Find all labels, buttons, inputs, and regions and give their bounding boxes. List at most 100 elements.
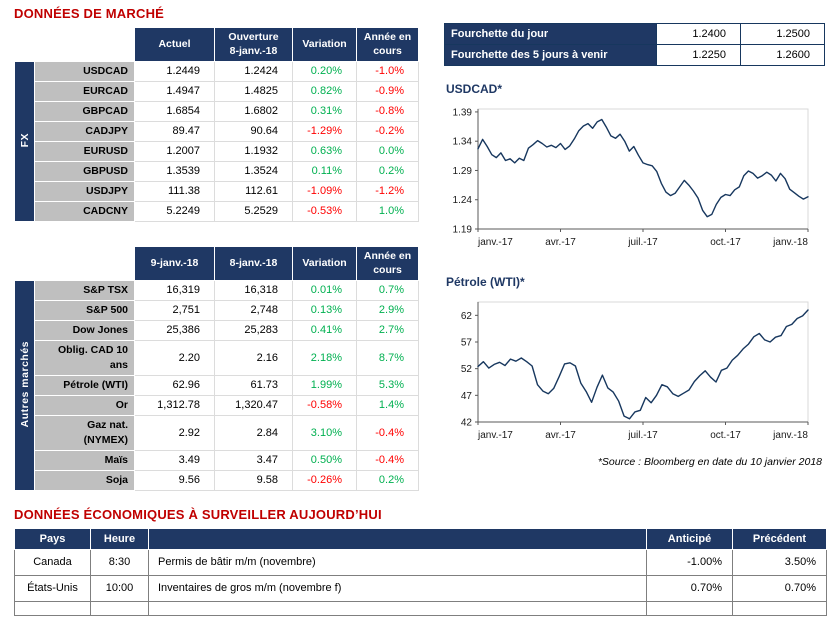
value-cell: 111.38 xyxy=(134,181,215,202)
value-cell: 2.20 xyxy=(134,340,215,376)
row-label: Or xyxy=(34,395,135,416)
table-row: Autres marchés S&P TSX 16,319 16,318 0.01% 0.… xyxy=(14,280,419,491)
row-label: GBPCAD xyxy=(34,101,135,122)
table-row: Dow Jones 25,386 25,283 0.41% 2.7% xyxy=(15,320,419,341)
row-label: EURUSD xyxy=(34,141,135,162)
pct-cell: 0.2% xyxy=(356,161,419,182)
value-cell: 89.47 xyxy=(134,121,215,142)
pct-cell: 0.0% xyxy=(356,141,419,162)
range-table: Fourchette du jour 1.2400 1.2500 Fourchette… xyxy=(444,23,825,66)
wti-chart-title: Pétrole (WTI)* xyxy=(446,275,525,289)
value-cell: 2,751 xyxy=(134,300,215,321)
row-label: S&P TSX xyxy=(34,280,135,301)
svg-text:janv.-18: janv.-18 xyxy=(772,430,808,441)
table-row: Oblig. CAD 10 ans 2.20 2.16 2.18% 8.7% xyxy=(15,340,419,376)
row-label: CADCNY xyxy=(34,201,135,222)
table-row: GBPUSD 1.3539 1.3524 0.11% 0.2% xyxy=(15,161,419,182)
pct-cell: 1.4% xyxy=(356,395,419,416)
value-cell: 62.96 xyxy=(134,375,215,396)
row-label: USDCAD xyxy=(34,61,135,82)
header-row: Pays Heure Anticipé Précédent xyxy=(14,528,827,550)
svg-text:avr.-17: avr.-17 xyxy=(545,237,576,248)
pct-cell: 0.63% xyxy=(292,141,357,162)
wti-chart-block: Pétrole (WTI)* 42 47 52 57 62 janv.-17 avr.-17… xyxy=(444,275,826,452)
column-header xyxy=(148,528,647,550)
time-cell: 8:30 xyxy=(90,549,149,576)
svg-text:janv.-18: janv.-18 xyxy=(772,237,808,248)
svg-text:47: 47 xyxy=(461,391,473,402)
pct-cell: -0.9% xyxy=(356,81,419,102)
time-cell: 10:00 xyxy=(90,575,149,602)
pct-cell: 3.10% xyxy=(292,415,357,451)
usdcad-chart-block: USDCAD* 1.19 1.24 1.29 1.34 1.39 janv.-17 avr.… xyxy=(444,82,826,259)
value-cell: 9.56 xyxy=(134,470,215,491)
column-header: Variation xyxy=(292,246,357,281)
pct-cell: 1.0% xyxy=(356,201,419,222)
usdcad-chart-title: USDCAD* xyxy=(446,82,503,96)
svg-text:janv.-17: janv.-17 xyxy=(477,430,513,441)
svg-text:juil.-17: juil.-17 xyxy=(627,237,658,248)
other-markets-table: 9-janv.-18 8-janv.-18 Variation Année en co… xyxy=(14,246,419,491)
range-high-value: 1.2600 xyxy=(740,44,825,66)
column-header: Ouverture 8-janv.-18 xyxy=(214,27,293,62)
range-high-value: 1.2500 xyxy=(740,23,825,45)
table-row: USDJPY 111.38 112.61 -1.09% -1.2% xyxy=(15,181,419,202)
pct-cell: -0.8% xyxy=(356,101,419,122)
table-row: EURUSD 1.2007 1.1932 0.63% 0.0% xyxy=(15,141,419,162)
table-row: GBPCAD 1.6854 1.6802 0.31% -0.8% xyxy=(15,101,419,122)
pct-cell: 2.18% xyxy=(292,340,357,376)
column-header: Anticipé xyxy=(646,528,733,550)
economic-events-table: Pays Heure Anticipé Précédent Canada 8:30 Perm… xyxy=(14,528,827,616)
country-cell xyxy=(14,601,91,616)
pct-cell: 2.9% xyxy=(356,300,419,321)
country-cell: États-Unis xyxy=(14,575,91,602)
country-cell: Canada xyxy=(14,549,91,576)
pct-cell: 1.99% xyxy=(292,375,357,396)
value-cell: 1.6854 xyxy=(134,101,215,122)
pct-cell: -1.29% xyxy=(292,121,357,142)
header-row: Actuel Ouverture 8-janv.-18 Variation Année… xyxy=(14,27,419,62)
svg-text:oct.-17: oct.-17 xyxy=(710,237,741,248)
pct-cell: -0.58% xyxy=(292,395,357,416)
pct-cell: 0.31% xyxy=(292,101,357,122)
fx-table: Actuel Ouverture 8-janv.-18 Variation Année… xyxy=(14,27,419,222)
svg-text:1.39: 1.39 xyxy=(453,107,473,118)
event-row xyxy=(14,601,827,616)
column-header: Actuel xyxy=(134,27,215,62)
column-header: Heure xyxy=(90,528,149,550)
row-label: Pétrole (WTI) xyxy=(34,375,135,396)
value-cell: 9.58 xyxy=(214,470,293,491)
table-row: Pétrole (WTI) 62.96 61.73 1.99% 5.3% xyxy=(15,375,419,396)
value-cell: 1,312.78 xyxy=(134,395,215,416)
group-label: FX xyxy=(14,61,35,222)
previous-cell: 0.70% xyxy=(732,575,827,602)
svg-text:57: 57 xyxy=(461,338,473,349)
expected-cell xyxy=(646,601,733,616)
row-label: Maïs xyxy=(34,450,135,471)
row-label: USDJPY xyxy=(34,181,135,202)
value-cell: 2,748 xyxy=(214,300,293,321)
table-row: Soja 9.56 9.58 -0.26% 0.2% xyxy=(15,470,419,491)
event-cell xyxy=(148,601,647,616)
row-label: Oblig. CAD 10 ans xyxy=(34,340,135,376)
left-column: DONNÉES DE MARCHÉ Actuel Ouverture 8-janv… xyxy=(14,6,419,491)
value-cell: 25,386 xyxy=(134,320,215,341)
pct-cell: 0.7% xyxy=(356,280,419,301)
value-cell: 2.16 xyxy=(214,340,293,376)
svg-text:1.29: 1.29 xyxy=(453,166,473,177)
row-label: Dow Jones xyxy=(34,320,135,341)
table-row: S&P 500 2,751 2,748 0.13% 2.9% xyxy=(15,300,419,321)
economic-data-section: DONNÉES ÉCONOMIQUES À SURVEILLER AUJOURD… xyxy=(14,507,827,616)
pct-cell: 0.20% xyxy=(292,61,357,82)
value-cell: 3.47 xyxy=(214,450,293,471)
pct-cell: 0.82% xyxy=(292,81,357,102)
column-header: Précédent xyxy=(732,528,827,550)
svg-text:janv.-17: janv.-17 xyxy=(477,237,513,248)
group-label-text: FX xyxy=(18,132,31,148)
source-note: *Source : Bloomberg en date du 10 janvie… xyxy=(597,456,822,468)
pct-cell: -0.4% xyxy=(356,415,419,451)
event-cell: Permis de bâtir m/m (novembre) xyxy=(148,549,647,576)
value-cell: 1,320.47 xyxy=(214,395,293,416)
table-row: CADCNY 5.2249 5.2529 -0.53% 1.0% xyxy=(15,201,419,222)
